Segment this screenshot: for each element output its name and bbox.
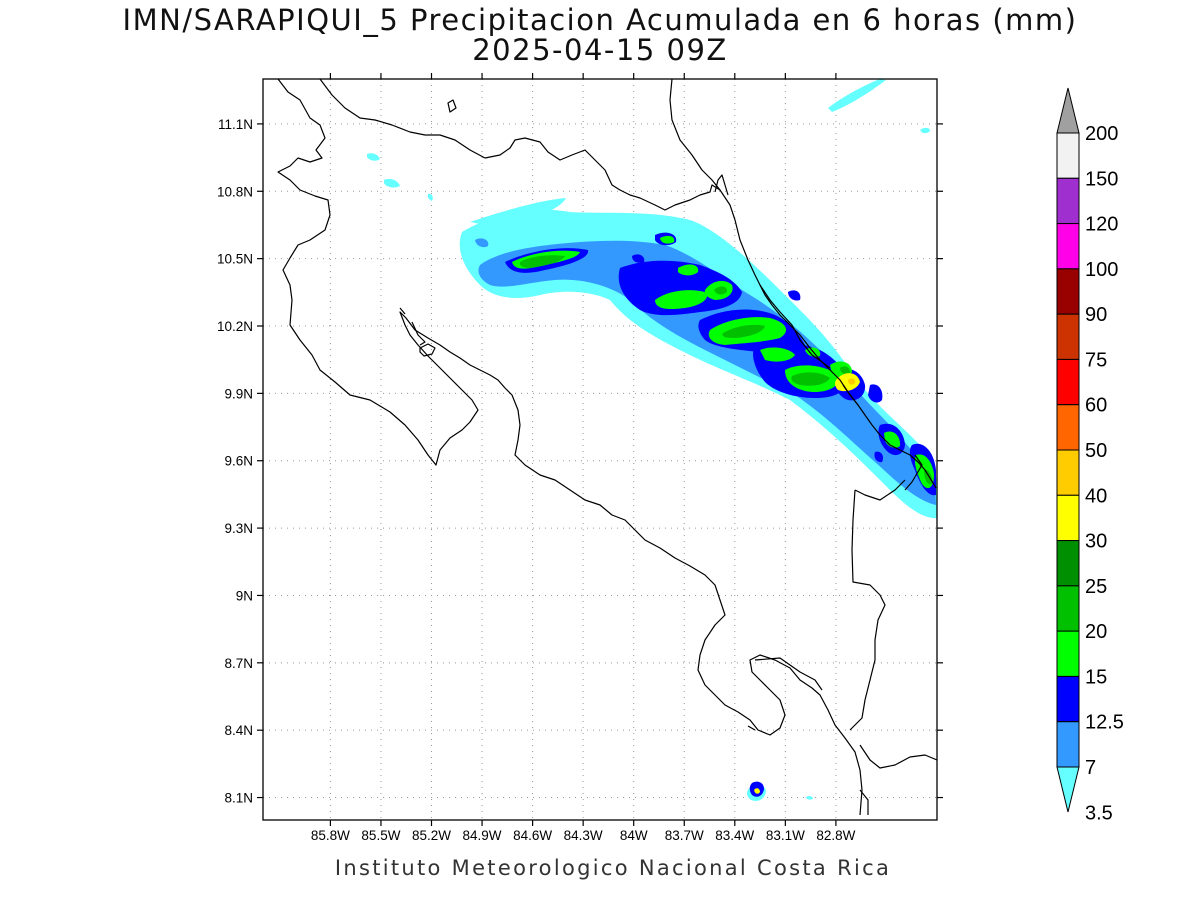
legend-swatch xyxy=(1056,177,1080,225)
precip-12-5mm xyxy=(505,232,936,797)
legend-label: 90 xyxy=(1085,304,1107,326)
legend-label: 7 xyxy=(1085,757,1096,779)
legend-swatch xyxy=(1056,675,1080,723)
legend-swatch xyxy=(1056,721,1080,768)
lon-tick-label: 84.9W xyxy=(463,828,502,843)
lat-tick-label: 9.6N xyxy=(224,454,253,469)
precip-40mm xyxy=(848,378,856,385)
legend-swatch xyxy=(1056,494,1080,542)
lon-tick-label: 83.4W xyxy=(715,828,754,843)
legend-swatch xyxy=(1056,540,1080,587)
lon-tick-label: 85.8W xyxy=(311,828,350,843)
legend-swatch xyxy=(1056,268,1080,315)
lat-tick-label: 9.9N xyxy=(224,386,253,401)
lat-tick-label: 9N xyxy=(236,588,253,603)
precipitation-field xyxy=(367,79,937,801)
latitude-axis: 11.1N 10.8N 10.5N 10.2N 9.9N 9.6N 9.3N 9N 8.7N 8.… xyxy=(217,117,943,806)
legend-swatch xyxy=(1056,358,1080,406)
lat-tick-label: 10.5N xyxy=(217,252,253,267)
legend-swatch xyxy=(1056,223,1080,270)
legend-label: 3.5 xyxy=(1085,802,1113,824)
legend-label: 40 xyxy=(1085,485,1107,507)
lat-tick-label: 10.8N xyxy=(217,184,253,199)
lat-tick-label: 8.4N xyxy=(224,723,253,738)
legend-swatch xyxy=(1056,313,1080,360)
lon-tick-label: 82.8W xyxy=(816,828,855,843)
legend-label: 30 xyxy=(1085,531,1107,553)
lat-tick-label: 11.1N xyxy=(218,117,253,132)
lon-tick-label: 83.7W xyxy=(665,828,704,843)
legend-label: 50 xyxy=(1085,440,1107,462)
legend-swatch xyxy=(1056,132,1080,179)
legend-swatch xyxy=(1056,585,1080,632)
precipitation-legend: 200 150 120 100 90 75 60 50 40 30 25 20 15 12.5 7 3.5 xyxy=(1056,87,1124,824)
legend-label: 60 xyxy=(1085,395,1107,417)
legend-label: 100 xyxy=(1085,259,1118,281)
map-title: IMN/SARAPIQUI_5 Precipitacion Acumulada … xyxy=(122,3,1078,37)
lat-tick-label: 10.2N xyxy=(217,319,253,334)
lon-tick-label: 84.3W xyxy=(564,828,603,843)
lat-tick-label: 8.1N xyxy=(224,791,253,806)
precip-20mm xyxy=(519,255,933,485)
lat-tick-label: 9.3N xyxy=(224,521,253,536)
lat-tick-label: 8.7N xyxy=(224,656,253,671)
legend-label: 20 xyxy=(1085,621,1107,643)
legend-bottom-arrow xyxy=(1056,766,1080,813)
legend-label: 150 xyxy=(1085,168,1118,190)
lon-tick-label: 85.5W xyxy=(361,828,400,843)
precip-3-5mm xyxy=(367,79,937,801)
legend-label: 120 xyxy=(1085,214,1118,236)
lon-tick-label: 85.2W xyxy=(412,828,451,843)
lon-tick-label: 83.1W xyxy=(766,828,805,843)
legend-label: 25 xyxy=(1085,576,1107,598)
map-valid-time: 2025-04-15 09Z xyxy=(472,33,728,67)
legend-swatch xyxy=(1056,630,1080,677)
legend-label: 15 xyxy=(1085,666,1107,688)
legend-label: 12.5 xyxy=(1085,712,1124,734)
legend-label: 75 xyxy=(1085,349,1107,371)
legend-swatch xyxy=(1056,449,1080,496)
plot-frame xyxy=(262,78,938,821)
lon-tick-label: 84W xyxy=(620,828,648,843)
coastlines-and-borders xyxy=(277,79,937,816)
precip-30mm xyxy=(754,373,860,794)
lon-tick-label: 84.6W xyxy=(513,828,552,843)
legend-top-arrow xyxy=(1056,87,1080,134)
graticule xyxy=(263,79,937,820)
legend-swatch xyxy=(1056,404,1080,451)
legend-label: 200 xyxy=(1085,123,1118,145)
longitude-axis: 85.8W 85.5W 85.2W 84.9W 84.6W 84.3W 84W 83.7W 83… xyxy=(311,73,856,843)
credit-line: Instituto Meteorologico Nacional Costa R… xyxy=(334,856,892,880)
